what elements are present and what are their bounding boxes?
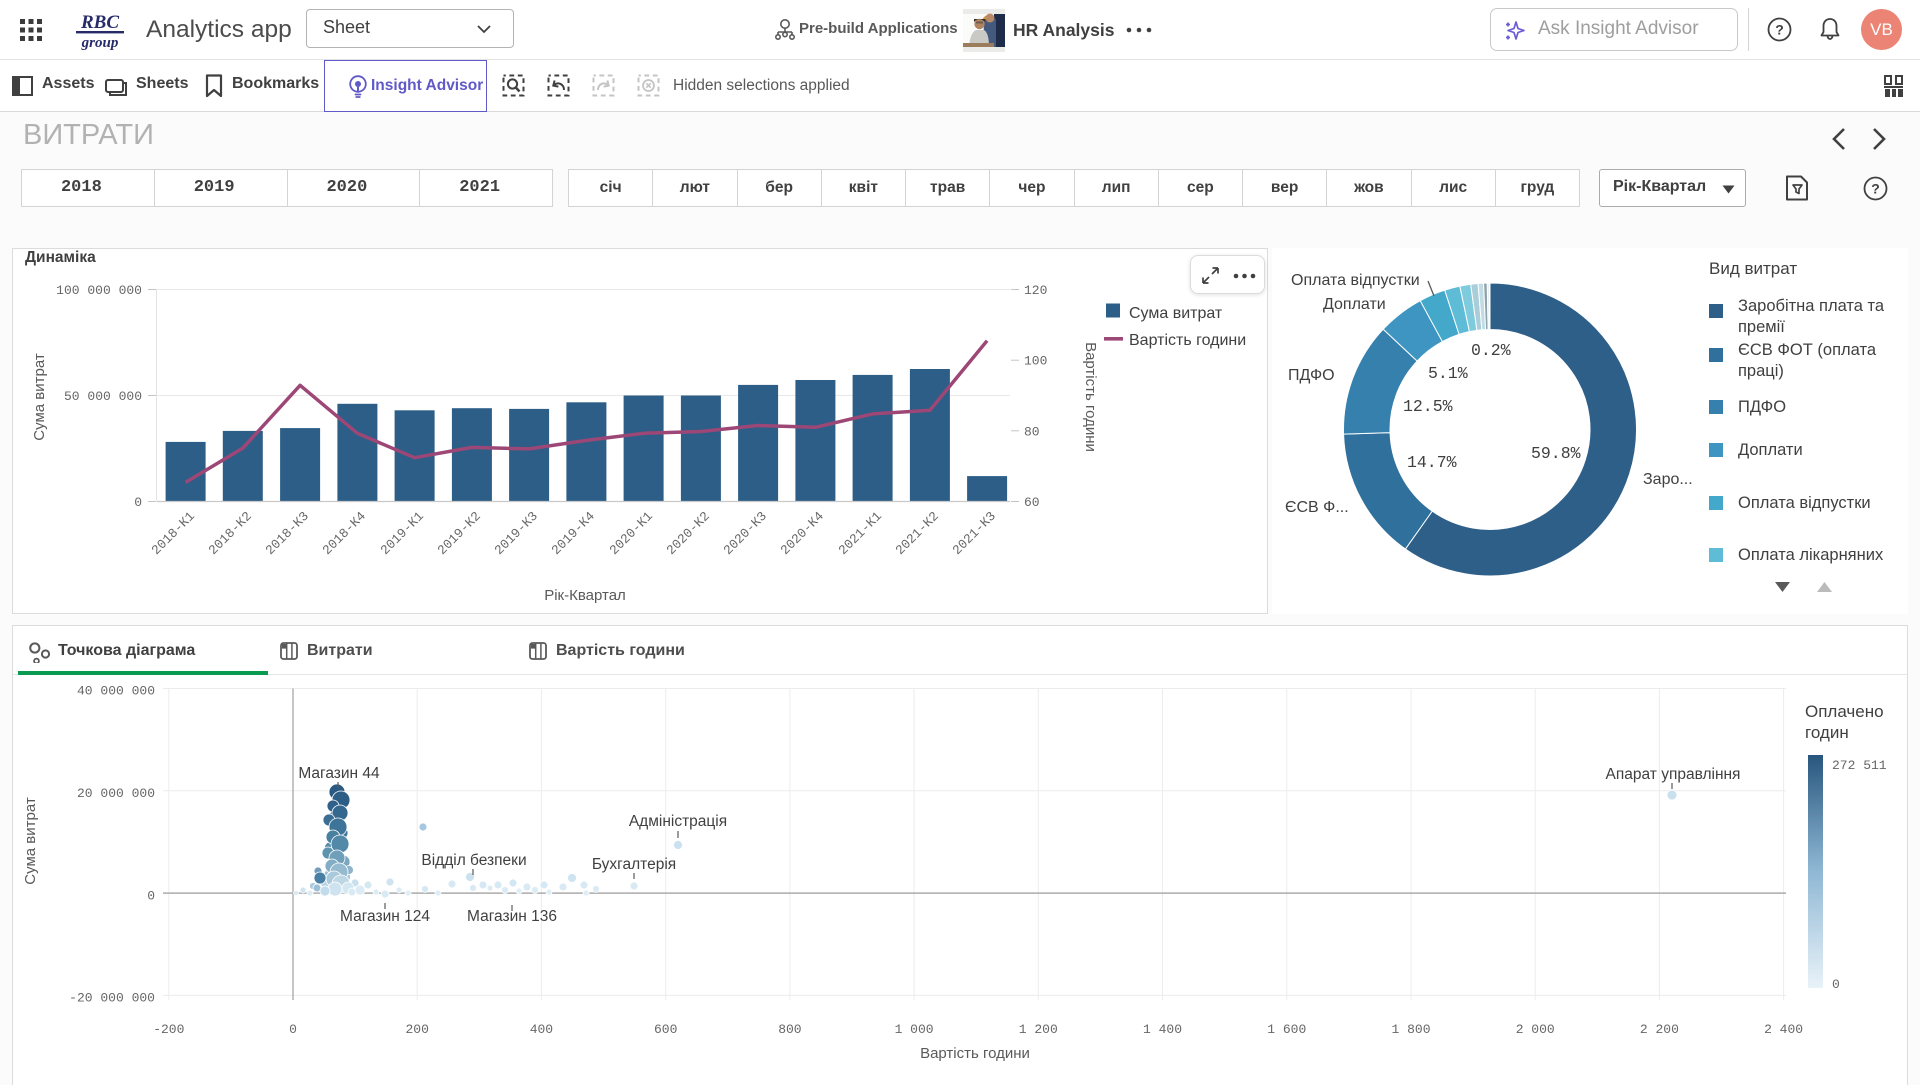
- svg-text:2021-К3: 2021-К3: [950, 509, 999, 558]
- svg-text:12.5%: 12.5%: [1403, 397, 1453, 416]
- svg-text:50 000 000: 50 000 000: [64, 389, 142, 404]
- svg-text:100: 100: [1024, 354, 1047, 369]
- svg-text:годин: годин: [1805, 723, 1849, 742]
- svg-text:1 800: 1 800: [1391, 1022, 1430, 1037]
- svg-text:Сума витрат: Сума витрат: [31, 353, 48, 441]
- svg-text:80: 80: [1024, 424, 1040, 439]
- svg-text:Вид витрат: Вид витрат: [1709, 259, 1797, 278]
- svg-text:Сума витрат: Сума витрат: [1129, 305, 1223, 322]
- svg-text:120: 120: [1024, 283, 1047, 298]
- svg-text:праці): праці): [1738, 362, 1784, 380]
- svg-text:2020-К2: 2020-К2: [664, 509, 713, 558]
- svg-text:2019-К1: 2019-К1: [378, 509, 427, 558]
- svg-text:2020-К1: 2020-К1: [607, 509, 656, 558]
- svg-text:2021-К1: 2021-К1: [836, 509, 885, 558]
- svg-text:0: 0: [134, 495, 142, 510]
- svg-text:60: 60: [1024, 495, 1040, 510]
- svg-text:1 200: 1 200: [1019, 1022, 1058, 1037]
- svg-text:2018-К1: 2018-К1: [149, 509, 198, 558]
- svg-text:0.2%: 0.2%: [1471, 341, 1511, 360]
- svg-text:Оплата відпустки: Оплата відпустки: [1291, 272, 1420, 289]
- svg-text:group: group: [81, 35, 119, 51]
- svg-text:2019-К2: 2019-К2: [435, 509, 484, 558]
- svg-text:Магазин 136: Магазин 136: [467, 908, 557, 925]
- svg-text:2 200: 2 200: [1640, 1022, 1679, 1037]
- svg-text:59.8%: 59.8%: [1531, 444, 1581, 463]
- svg-text:RBC: RBC: [80, 12, 119, 33]
- svg-text:2 000: 2 000: [1516, 1022, 1555, 1037]
- svg-text:0: 0: [1832, 977, 1840, 992]
- svg-text:Сума витрат: Сума витрат: [22, 797, 39, 885]
- svg-text:0: 0: [147, 889, 155, 904]
- svg-text:ПДФО: ПДФО: [1738, 398, 1786, 416]
- svg-text:Доплати: Доплати: [1738, 441, 1803, 459]
- svg-text:Доплати: Доплати: [1323, 296, 1386, 313]
- svg-text:2018-К4: 2018-К4: [320, 509, 369, 558]
- svg-text:Заробітна плата та: Заробітна плата та: [1738, 297, 1885, 315]
- svg-text:2 400: 2 400: [1764, 1022, 1803, 1037]
- svg-text:1 000: 1 000: [895, 1022, 934, 1037]
- svg-text:2019-К3: 2019-К3: [492, 509, 541, 558]
- svg-text:272 511: 272 511: [1832, 758, 1887, 773]
- svg-text:400: 400: [530, 1022, 553, 1037]
- svg-text:Магазин 124: Магазин 124: [340, 908, 430, 925]
- svg-text:200: 200: [405, 1022, 428, 1037]
- svg-text:Оплачено: Оплачено: [1805, 702, 1884, 721]
- svg-text:Відділ безпеки: Відділ безпеки: [421, 852, 526, 869]
- svg-text:Оплата відпустки: Оплата відпустки: [1738, 494, 1871, 512]
- svg-text:Адміністрація: Адміністрація: [629, 813, 727, 830]
- svg-text:2020-К4: 2020-К4: [778, 509, 827, 558]
- svg-text:2018-К2: 2018-К2: [206, 509, 255, 558]
- svg-text:ПДФО: ПДФО: [1288, 367, 1335, 384]
- svg-text:2018-К3: 2018-К3: [263, 509, 312, 558]
- svg-text:800: 800: [778, 1022, 801, 1037]
- svg-text:2021-К2: 2021-К2: [893, 509, 942, 558]
- svg-text:?: ?: [1871, 181, 1880, 197]
- svg-text:Вартість години: Вартість години: [1129, 332, 1246, 349]
- svg-text:премії: премії: [1738, 318, 1785, 336]
- svg-text:ЄСВ Ф...: ЄСВ Ф...: [1285, 499, 1349, 516]
- svg-text:1 400: 1 400: [1143, 1022, 1182, 1037]
- svg-text:14.7%: 14.7%: [1407, 453, 1457, 472]
- svg-text:-20 000 000: -20 000 000: [69, 991, 155, 1006]
- svg-text:Вартість години: Вартість години: [1082, 342, 1099, 452]
- svg-text:20 000 000: 20 000 000: [77, 786, 155, 801]
- svg-text:Бухгалтерія: Бухгалтерія: [592, 856, 676, 873]
- svg-text:2019-К4: 2019-К4: [549, 509, 598, 558]
- svg-text:5.1%: 5.1%: [1428, 364, 1468, 383]
- svg-text:Рік-Квартал: Рік-Квартал: [544, 587, 626, 604]
- svg-text:0: 0: [289, 1022, 297, 1037]
- svg-text:100 000 000: 100 000 000: [56, 283, 142, 298]
- svg-text:ЄСВ ФОТ (оплата: ЄСВ ФОТ (оплата: [1738, 341, 1877, 359]
- svg-text:Магазин 44: Магазин 44: [298, 765, 380, 782]
- svg-text:-200: -200: [153, 1022, 184, 1037]
- svg-text:1 600: 1 600: [1267, 1022, 1306, 1037]
- svg-text:40 000 000: 40 000 000: [77, 684, 155, 699]
- svg-text:Динаміка: Динаміка: [25, 249, 96, 266]
- svg-text:Апарат управління: Апарат управління: [1606, 766, 1741, 783]
- svg-text:600: 600: [654, 1022, 677, 1037]
- svg-text:?: ?: [1775, 22, 1784, 38]
- svg-text:Оплата лікарняних: Оплата лікарняних: [1738, 546, 1884, 564]
- svg-text:2020-К3: 2020-К3: [721, 509, 770, 558]
- svg-text:Вартість години: Вартість години: [920, 1045, 1030, 1062]
- svg-text:Заро...: Заро...: [1643, 471, 1693, 488]
